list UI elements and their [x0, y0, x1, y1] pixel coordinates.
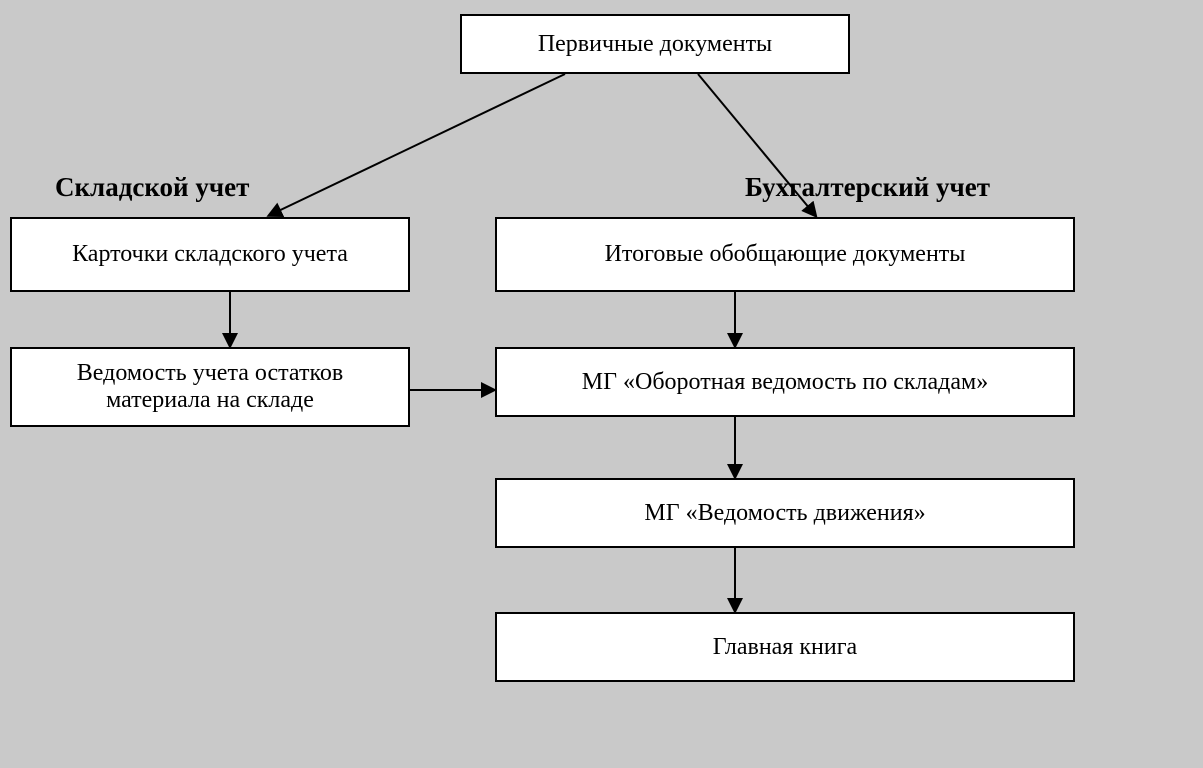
node-label: Первичные документы [538, 31, 772, 58]
node-general-ledger: Главная книга [495, 612, 1075, 682]
node-label: Ведомость учета остатков материала на ск… [22, 360, 398, 414]
heading-right: Бухгалтерский учет [745, 172, 990, 203]
node-summary-documents: Итоговые обобщающие документы [495, 217, 1075, 292]
node-warehouse-cards: Карточки складского учета [10, 217, 410, 292]
node-stock-balance-sheet: Ведомость учета остатков материала на ск… [10, 347, 410, 427]
node-label: МГ «Ведомость движения» [644, 500, 925, 527]
node-primary-documents: Первичные документы [460, 14, 850, 74]
heading-left: Складской учет [55, 172, 249, 203]
node-label: Главная книга [713, 634, 857, 661]
node-turnover-sheet: МГ «Оборотная ведомость по складам» [495, 347, 1075, 417]
node-movement-sheet: МГ «Ведомость движения» [495, 478, 1075, 548]
node-label: МГ «Оборотная ведомость по складам» [582, 369, 988, 396]
node-label: Карточки складского учета [72, 241, 348, 268]
node-label: Итоговые обобщающие документы [605, 241, 966, 268]
